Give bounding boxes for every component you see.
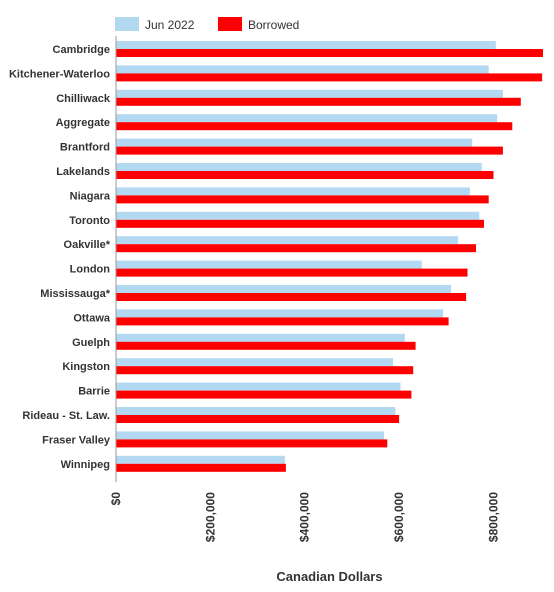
- x-tick-label-0: $0: [109, 492, 123, 506]
- bar-jun-2022-winnipeg[interactable]: [116, 455, 285, 464]
- legend-label-jun-2022[interactable]: Jun 2022: [145, 18, 195, 32]
- bar-borrowed-niagara[interactable]: [116, 195, 489, 204]
- bar-jun-2022-fraser-valley[interactable]: [116, 431, 384, 440]
- x-tick-label-600-000: $600,000: [392, 492, 406, 542]
- bar-borrowed-guelph[interactable]: [116, 341, 416, 350]
- bar-jun-2022-oakville[interactable]: [116, 236, 459, 245]
- bar-jun-2022-lakelands[interactable]: [116, 163, 482, 171]
- bar-borrowed-aggregate[interactable]: [116, 122, 513, 131]
- bar-jun-2022-london[interactable]: [116, 260, 422, 269]
- category-label-barrie: Barrie: [78, 386, 110, 398]
- bar-borrowed-brantford[interactable]: [116, 146, 503, 155]
- bar-jun-2022-kitchener-waterloo[interactable]: [116, 65, 489, 74]
- bar-jun-2022-mississauga[interactable]: [116, 285, 451, 293]
- category-label-lakelands: Lakelands: [56, 166, 110, 178]
- bar-borrowed-kitchener-waterloo[interactable]: [116, 73, 543, 82]
- bar-borrowed-fraser-valley[interactable]: [116, 439, 388, 448]
- bar-borrowed-oakville[interactable]: [116, 244, 476, 253]
- legend-swatch-jun-2022[interactable]: [115, 17, 139, 31]
- category-label-ottawa: Ottawa: [73, 312, 111, 324]
- bar-jun-2022-cambridge[interactable]: [116, 41, 496, 49]
- x-tick-label-800-000: $800,000: [487, 492, 501, 542]
- bar-jun-2022-ottawa[interactable]: [116, 309, 443, 318]
- bar-borrowed-chilliwack[interactable]: [116, 97, 521, 106]
- category-label-kitchener-waterloo: Kitchener-Waterloo: [9, 68, 110, 80]
- bar-jun-2022-aggregate[interactable]: [116, 114, 498, 123]
- bar-borrowed-kingston[interactable]: [116, 366, 414, 375]
- legend-label-borrowed[interactable]: Borrowed: [248, 18, 299, 32]
- bar-borrowed-london[interactable]: [116, 268, 468, 277]
- bar-jun-2022-kingston[interactable]: [116, 358, 393, 367]
- bar-jun-2022-niagara[interactable]: [116, 187, 470, 196]
- category-label-cambridge: Cambridge: [53, 44, 110, 56]
- category-labels: Cambridge Kitchener-Waterloo Chilliwack Agg…: [9, 44, 111, 471]
- category-label-mississauga: Mississauga*: [40, 288, 110, 300]
- bar-jun-2022-toronto[interactable]: [116, 211, 480, 220]
- x-tick-label-400-000: $400,000: [298, 492, 312, 542]
- category-label-fraser-valley: Fraser Valley: [42, 434, 111, 446]
- bar-jun-2022-guelph[interactable]: [116, 333, 405, 342]
- x-tick-labels: $0 $200,000 $400,000 $600,000 $800,000: [109, 492, 501, 542]
- bar-borrowed-toronto[interactable]: [116, 219, 484, 228]
- x-axis-title: Canadian Dollars: [276, 569, 382, 584]
- category-label-toronto: Toronto: [69, 215, 110, 227]
- bar-borrowed-cambridge[interactable]: [116, 49, 543, 57]
- category-label-aggregate: Aggregate: [56, 117, 110, 129]
- category-label-london: London: [70, 264, 111, 276]
- bar-borrowed-mississauga[interactable]: [116, 293, 467, 301]
- bar-borrowed-lakelands[interactable]: [116, 171, 494, 179]
- bar-jun-2022-brantford[interactable]: [116, 138, 473, 147]
- bar-jun-2022-chilliwack[interactable]: [116, 89, 503, 98]
- bar-jun-2022-barrie[interactable]: [116, 382, 401, 391]
- bar-borrowed-winnipeg[interactable]: [116, 463, 286, 472]
- category-label-niagara: Niagara: [70, 190, 111, 202]
- legend: Jun 2022 Borrowed: [115, 17, 299, 32]
- category-label-guelph: Guelph: [72, 337, 110, 349]
- x-tick-label-200-000: $200,000: [203, 492, 217, 542]
- legend-swatch-borrowed[interactable]: [218, 17, 242, 31]
- bar-borrowed-rideau-st-law[interactable]: [116, 415, 400, 423]
- bar-borrowed-ottawa[interactable]: [116, 317, 449, 326]
- bars-group: [116, 41, 543, 472]
- category-label-kingston: Kingston: [62, 361, 110, 373]
- category-label-oakville: Oakville*: [64, 239, 111, 251]
- category-label-brantford: Brantford: [60, 142, 110, 154]
- category-label-winnipeg: Winnipeg: [61, 459, 110, 471]
- bar-borrowed-barrie[interactable]: [116, 390, 412, 399]
- category-label-rideau-st-law: Rideau - St. Law.: [22, 410, 110, 422]
- bar-jun-2022-rideau-st-law[interactable]: [116, 407, 396, 415]
- category-label-chilliwack: Chilliwack: [56, 93, 111, 105]
